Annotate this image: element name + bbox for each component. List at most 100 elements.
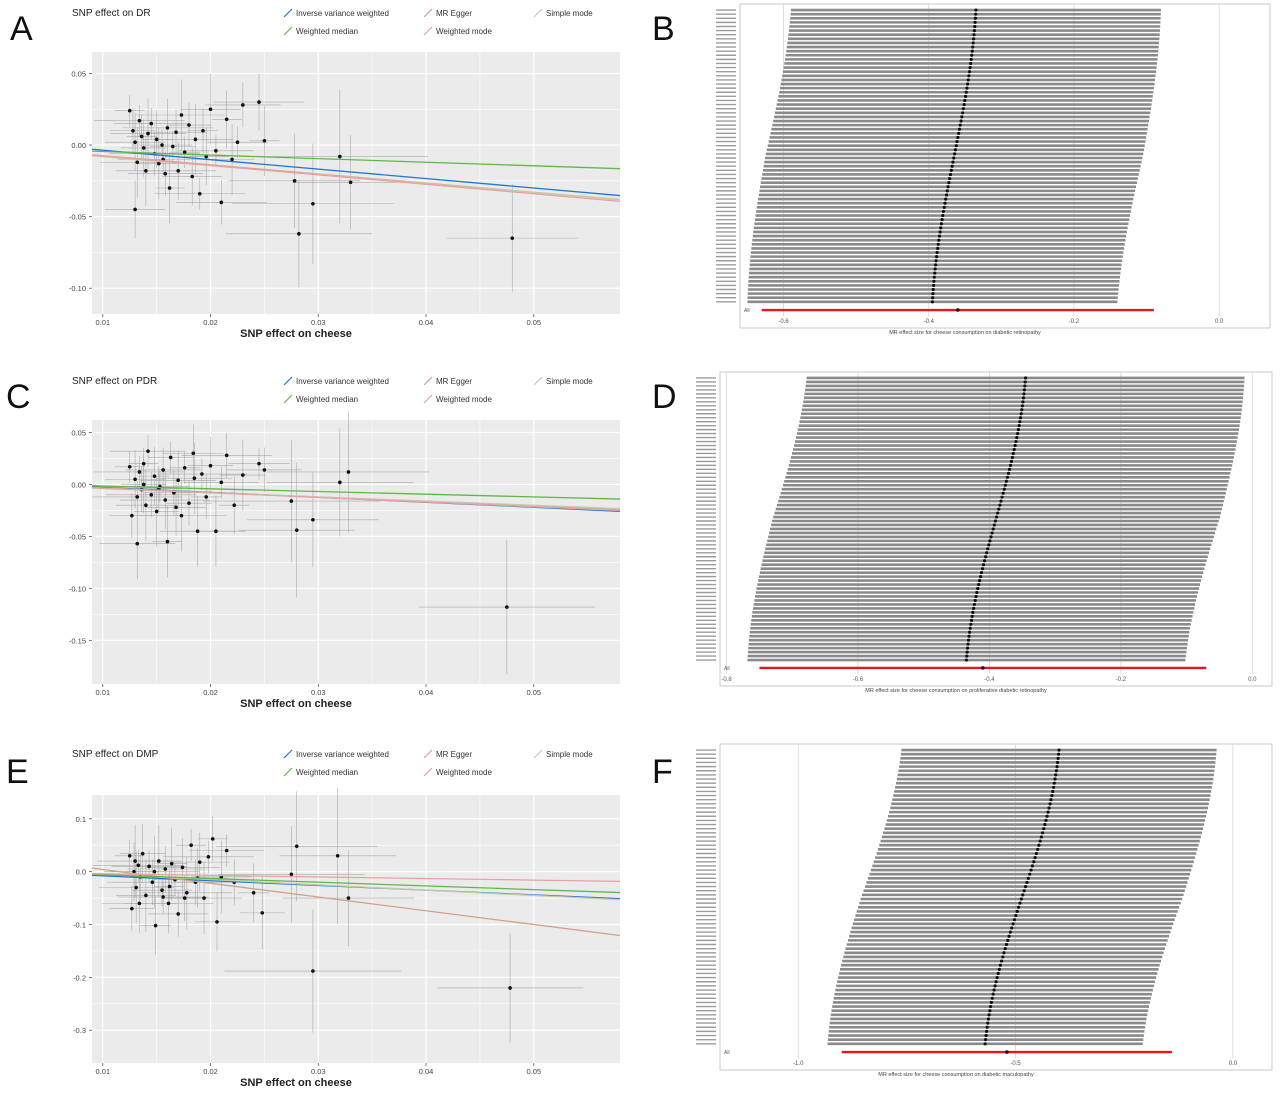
loo-estimate (1012, 918, 1017, 922)
loo-estimate (1011, 922, 1015, 926)
loo-estimate (1015, 435, 1019, 440)
loo-estimate (1023, 380, 1027, 384)
snp-point (144, 893, 148, 898)
loo-estimate (1050, 793, 1054, 798)
snp-point (161, 468, 165, 472)
snp-point (161, 895, 165, 899)
loo-estimate (959, 119, 963, 123)
snp-point (224, 453, 229, 458)
loo-estimate (987, 1013, 991, 1017)
loo-estimate (946, 185, 950, 189)
loo-estimate (987, 543, 991, 547)
x-tick-label: 0.03 (311, 318, 326, 327)
snp-point (139, 134, 144, 139)
loo-estimate (943, 201, 947, 205)
loo-estimate (971, 610, 975, 614)
loo-estimate (976, 586, 980, 591)
loo-estimate (1015, 909, 1019, 914)
snp-point (260, 911, 265, 915)
loo-estimate (948, 176, 952, 181)
loo-estimate (996, 971, 1000, 976)
y-tick-label: 0.1 (76, 815, 86, 824)
forest-x-tick-label: -0.4 (924, 319, 935, 325)
snp-point (147, 864, 151, 869)
loo-estimate (1019, 412, 1023, 416)
legend-swatch-weighted-mode (423, 767, 433, 777)
snp-point (214, 148, 218, 153)
loo-estimate (1006, 938, 1010, 942)
regression-line-weighted-median (91, 150, 621, 170)
loo-estimate (1037, 843, 1041, 847)
loo-estimate (1003, 483, 1007, 487)
legend-label-weighted-mode: Weighted mode (436, 395, 492, 404)
loo-estimate (984, 1029, 989, 1033)
loo-estimate (970, 614, 974, 618)
panel-letter-b: B (652, 10, 675, 48)
loo-estimate (935, 255, 939, 259)
loo-estimate (947, 181, 951, 185)
loo-estimate (973, 24, 977, 29)
snp-point (219, 480, 224, 485)
x-tick-label: 0.05 (526, 1067, 541, 1076)
snp-point (169, 861, 174, 866)
loo-estimate (1014, 913, 1018, 918)
loo-estimate (1003, 947, 1007, 951)
overall-row-label: All (724, 1050, 730, 1056)
loo-estimate (942, 205, 946, 209)
legend-swatch-mr-egger (423, 8, 433, 18)
x-tick-label: 0.01 (95, 1067, 110, 1076)
snp-point (180, 865, 185, 870)
loo-estimate (1021, 400, 1025, 404)
legend-label-mr-egger: MR Egger (436, 9, 472, 18)
loo-estimate (993, 984, 997, 988)
loo-estimate (1006, 471, 1011, 475)
snp-point (130, 513, 134, 518)
loo-estimate (1051, 789, 1055, 794)
loo-estimate (953, 148, 958, 152)
overall-estimate (956, 308, 960, 312)
snp-point (187, 123, 191, 127)
snp-point (197, 191, 202, 196)
loo-estimate (1042, 827, 1046, 831)
loo-estimate (935, 250, 939, 255)
loo-estimate (933, 271, 937, 275)
loo-estimate (974, 12, 978, 16)
loo-estimate (957, 131, 961, 135)
snp-point (215, 920, 219, 924)
snp-point (289, 872, 294, 877)
loo-estimate (960, 115, 964, 119)
snp-point (208, 463, 213, 468)
loo-estimate (1049, 798, 1053, 802)
snp-point (133, 207, 137, 212)
loo-estimate (989, 1004, 993, 1009)
loo-estimate (931, 292, 935, 296)
loo-estimate (972, 602, 976, 607)
panel-letter-c: C (6, 378, 31, 416)
loo-estimate (965, 646, 970, 650)
snp-point (127, 853, 132, 858)
snp-point (137, 118, 142, 123)
forest-x-tick-label: -0.6 (853, 677, 864, 683)
loo-estimate (999, 959, 1004, 963)
legend-label-ivw: Inverse variance weighted (296, 377, 389, 386)
loo-estimate (1036, 847, 1040, 851)
loo-estimate (979, 571, 984, 575)
legend-swatch-simple-mode (533, 749, 543, 759)
snp-point (230, 157, 234, 162)
loo-estimate (974, 594, 978, 599)
y-tick-label: 0.00 (71, 480, 86, 489)
loo-estimate (932, 275, 936, 279)
snp-point (176, 912, 181, 916)
snp-point (149, 121, 154, 126)
loo-estimate (965, 650, 969, 654)
loo-estimate (1046, 810, 1050, 814)
snp-point (133, 140, 137, 144)
y-tick-label: 0.05 (71, 428, 86, 437)
forest-x-tick-label: -0.2 (1116, 677, 1127, 683)
loo-estimate (939, 222, 944, 226)
legend-label-ivw: Inverse variance weighted (296, 750, 389, 759)
snp-point (210, 837, 215, 841)
loo-estimate (969, 618, 974, 622)
loo-estimate (1016, 428, 1020, 432)
forest-x-tick-label: -0.5 (1010, 1061, 1021, 1067)
